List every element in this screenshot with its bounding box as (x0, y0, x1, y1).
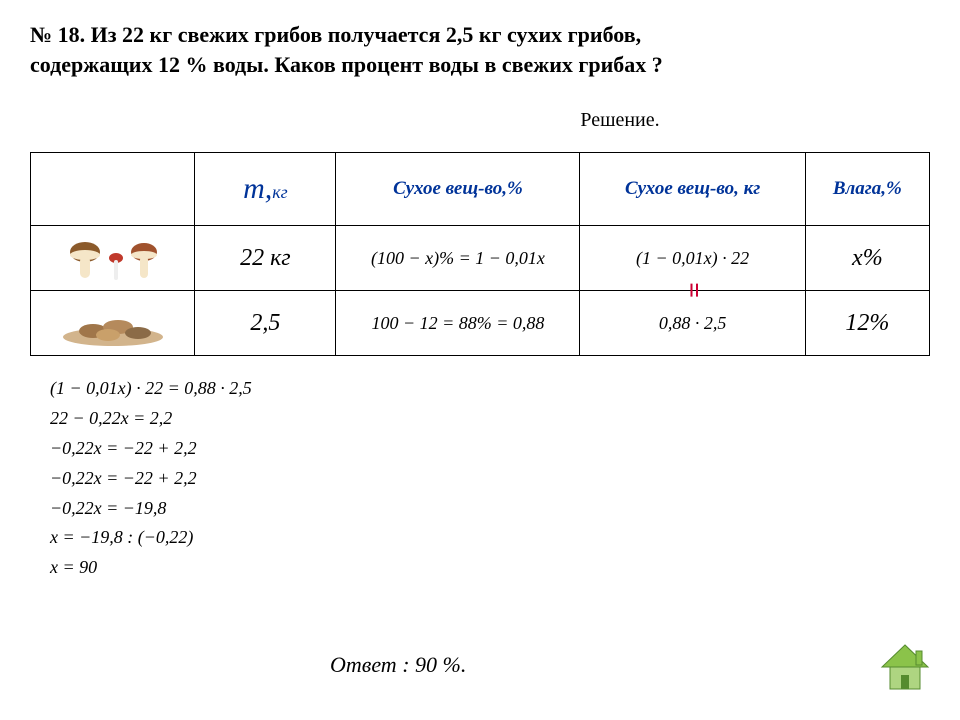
fresh-mushroom-icon (39, 234, 186, 282)
table-row-fresh: 22 кг (100 − x)% = 1 − 0,01x (1 − 0,01x)… (31, 226, 930, 291)
equation-line: −0,22x = −22 + 2,2 (50, 464, 930, 493)
answer-text: Ответ : 90 %. (330, 652, 466, 678)
dry-mushroom-icon-cell (31, 291, 195, 356)
table-header-row: m,кг Сухое вещ-во,% Сухое вещ-во, кг Вла… (31, 153, 930, 226)
equation-line: −0,22x = −19,8 (50, 494, 930, 523)
mass-unit: кг (272, 182, 287, 202)
equation-line: x = 90 (50, 553, 930, 582)
fresh-dry-kg: (1 − 0,01x) · 22 = (580, 226, 805, 291)
solution-heading: Решение. (310, 109, 930, 132)
header-dry-percent: Сухое вещ-во,% (336, 153, 580, 226)
problem-line-2: содержащих 12 % воды. Каков процент воды… (30, 52, 663, 77)
home-icon (878, 643, 932, 693)
equation-line: (1 − 0,01x) · 22 = 0,88 · 2,5 (50, 374, 930, 403)
header-moisture: Влага,% (805, 153, 929, 226)
header-dry-kg: Сухое вещ-во, кг (580, 153, 805, 226)
problem-statement: № 18. Из 22 кг свежих грибов получается … (30, 20, 930, 79)
mass-symbol: m, (243, 172, 272, 205)
dry-dry-percent: 100 − 12 = 88% = 0,88 (336, 291, 580, 356)
table-row-dry: 2,5 100 − 12 = 88% = 0,88 0,88 · 2,5 12% (31, 291, 930, 356)
dry-dry-kg: 0,88 · 2,5 (580, 291, 805, 356)
header-blank (31, 153, 195, 226)
problem-line-1: № 18. Из 22 кг свежих грибов получается … (30, 22, 641, 47)
fresh-moisture: x% (805, 226, 929, 291)
equation-line: −0,22x = −22 + 2,2 (50, 434, 930, 463)
equation-line: 22 − 0,22x = 2,2 (50, 404, 930, 433)
solution-table: m,кг Сухое вещ-во,% Сухое вещ-во, кг Вла… (30, 152, 930, 356)
fresh-dry-percent: (100 − x)% = 1 − 0,01x (336, 226, 580, 291)
equals-mark: = (677, 282, 709, 298)
header-mass: m,кг (195, 153, 336, 226)
fresh-mass: 22 кг (195, 226, 336, 291)
equation-line: x = −19,8 : (−0,22) (50, 523, 930, 552)
fresh-mushroom-icon-cell (31, 226, 195, 291)
equation-steps: (1 − 0,01x) · 22 = 0,88 · 2,5 22 − 0,22x… (50, 374, 930, 582)
dry-moisture: 12% (805, 291, 929, 356)
home-button[interactable] (878, 643, 932, 698)
dry-mass: 2,5 (195, 291, 336, 356)
dry-mushroom-icon (39, 299, 186, 347)
